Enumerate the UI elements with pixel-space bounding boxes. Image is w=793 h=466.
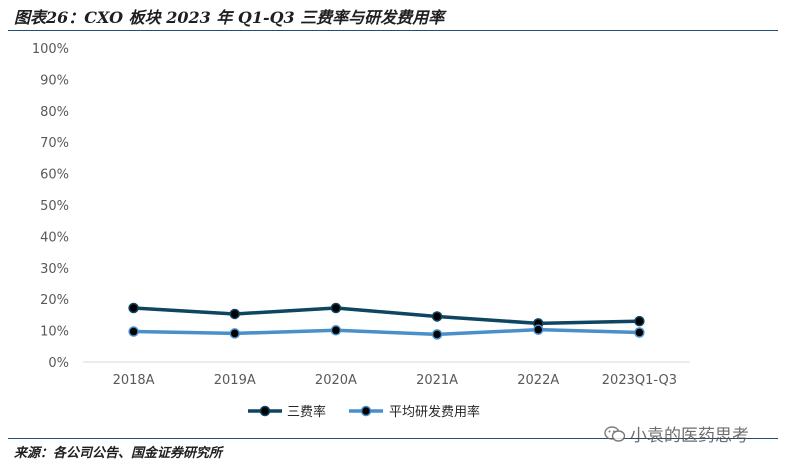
data-point [128,326,139,337]
legend-item: 三费率 [248,404,326,420]
y-tick-label: 100% [32,42,69,57]
y-axis: 0% 10% 20% 30% 40% 50% 60% 70% 80% 90% 100% [32,42,69,371]
legend-marker [259,405,271,417]
x-tick-label: 2019A [214,373,256,388]
data-point [533,324,544,335]
data-point [634,315,645,327]
y-tick-label: 60% [40,168,69,183]
source-note: 来源：各公司公告、国金证券研究所 [14,446,223,461]
y-tick-label: 30% [40,262,69,277]
x-tick-label: 2023Q1-Q3 [602,373,677,388]
x-tick-label: 2020A [315,373,357,388]
y-tick-label: 70% [40,136,69,151]
y-tick-label: 20% [40,293,69,308]
legend-marker [360,405,372,417]
x-tick-label: 2018A [113,373,155,388]
y-tick-label: 0% [48,356,69,371]
chart-title: 图表26：CXO 板块 2023 年 Q1-Q3 三费率与研发费用率 [14,8,445,27]
data-point [229,328,240,339]
legend: 三费率 平均研发费用率 [248,404,480,420]
wechat-icon [604,425,626,442]
y-tick-label: 10% [40,325,69,340]
line-chart: 0%10%20%30%40%50%60%70%80%90%100% 2018A 2… [32,42,690,420]
series-group [128,302,645,340]
data-point [431,329,443,340]
series-1 [128,302,645,329]
series-line [133,306,640,326]
x-tick-label: 2022A [517,373,559,388]
data-point [431,311,443,322]
title-rule [8,30,778,31]
series-2 [128,324,645,340]
data-point [634,327,645,338]
x-axis: 2018A 2019A 2020A 2021A 2022A 2023Q1-Q3 [83,361,690,388]
watermark: 小袁的医药思考 [604,421,749,446]
data-point [330,302,342,314]
legend-label: 平均研发费用率 [389,404,480,420]
y-tick-label: 80% [40,105,69,120]
y-tick-label: 40% [40,230,69,245]
data-point [229,308,240,320]
watermark-text: 小袁的医药思考 [630,426,749,446]
data-point [330,325,342,336]
legend-label: 三费率 [287,404,326,420]
x-tick-label: 2021A [416,373,458,388]
source-rule [8,438,778,439]
series-line [133,327,640,337]
data-point [128,302,139,314]
legend-item: 平均研发费用率 [349,404,480,420]
y-tick-label: 50% [40,199,69,214]
y-tick-label: 90% [40,73,69,88]
